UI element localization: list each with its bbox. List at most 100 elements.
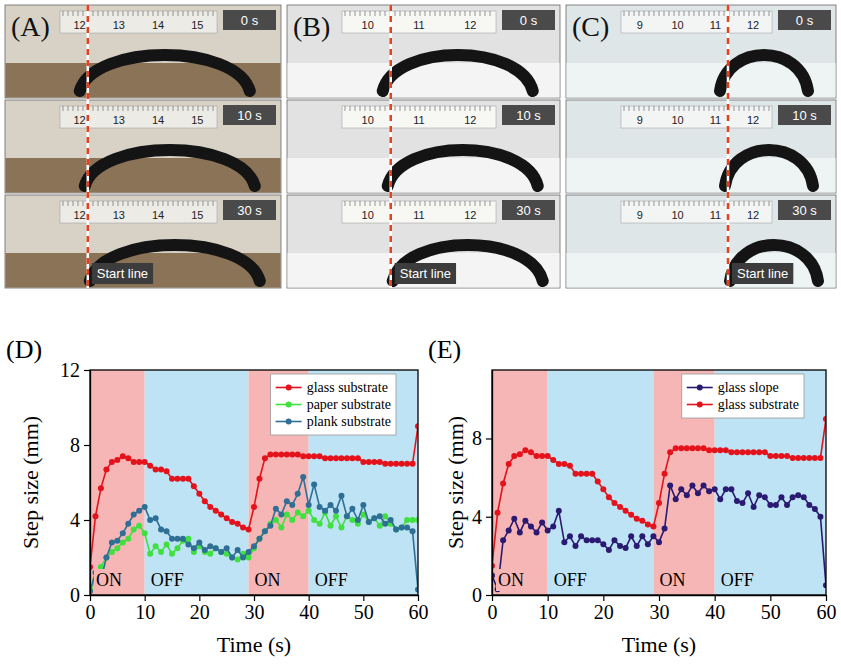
- data-point: [147, 463, 153, 469]
- data-point: [344, 455, 350, 461]
- ruler-tick: [709, 106, 710, 111]
- ruler-tick: [674, 106, 675, 111]
- data-point: [756, 492, 762, 498]
- data-point: [606, 494, 612, 500]
- ruler-tick: [93, 201, 94, 206]
- ruler-tick: [345, 201, 346, 206]
- data-point: [235, 521, 241, 527]
- ruler-tick: [694, 106, 695, 111]
- data-point: [98, 485, 104, 491]
- x-tick-mark: [770, 595, 771, 601]
- phase-band: [548, 370, 654, 595]
- robot: [80, 55, 250, 91]
- ruler-tick: [63, 201, 64, 206]
- data-point: [740, 449, 746, 455]
- data-point: [246, 526, 252, 532]
- ruler-tick: [450, 106, 451, 111]
- band-label: ON: [498, 570, 524, 590]
- data-point: [806, 455, 812, 461]
- ruler-tick: [470, 106, 471, 111]
- data-point: [371, 515, 377, 521]
- data-point: [267, 451, 273, 457]
- ruler-label: 15: [191, 114, 203, 126]
- data-point: [767, 453, 773, 459]
- data-point: [517, 529, 523, 535]
- data-point: [388, 517, 394, 523]
- data-point: [393, 461, 399, 467]
- x-tick-label: 30: [245, 601, 265, 623]
- data-point: [410, 528, 416, 534]
- x-tick: 60: [817, 595, 837, 623]
- ruler-tick: [98, 201, 99, 206]
- data-point: [801, 494, 807, 500]
- ruler-tick: [103, 106, 104, 111]
- ruler-tick: [153, 201, 154, 206]
- band-label-patch: [253, 569, 283, 591]
- data-point: [311, 481, 317, 487]
- ruler-tick: [624, 106, 625, 111]
- ruler-label: 14: [152, 19, 164, 31]
- data-point: [561, 461, 567, 467]
- time-label: 10 s: [516, 108, 541, 123]
- data-point: [295, 491, 301, 497]
- data-point: [410, 461, 416, 467]
- ruler-tick: [719, 11, 720, 16]
- data-point: [240, 525, 246, 531]
- ruler-tick: [709, 11, 710, 16]
- ruler-tick: [183, 201, 184, 206]
- ruler-tick: [649, 201, 650, 206]
- start-line-box: [395, 263, 456, 284]
- x-tick-label: 10: [538, 601, 558, 623]
- ruler-tick: [138, 11, 139, 16]
- data-point: [539, 453, 545, 459]
- data-point: [300, 513, 306, 519]
- legend-swatch-marker: [286, 385, 292, 391]
- x-tick-label: 40: [705, 601, 725, 623]
- ruler-tick: [405, 201, 406, 206]
- ruler-tick: [108, 201, 109, 206]
- data-point: [317, 453, 323, 459]
- ruler-tick: [754, 201, 755, 206]
- data-point: [164, 468, 170, 474]
- ruler-tick: [420, 11, 421, 16]
- series-line: [90, 511, 418, 590]
- ruler-tick: [370, 201, 371, 206]
- x-tick-mark: [603, 595, 604, 601]
- phase-band: [249, 370, 309, 595]
- data-point: [366, 459, 372, 465]
- data-point: [539, 520, 545, 526]
- ruler-label: 11: [413, 19, 424, 31]
- data-point: [158, 526, 164, 532]
- start-line-label: Start line: [400, 266, 451, 281]
- data-point: [262, 528, 268, 534]
- x-tick-mark: [715, 595, 716, 601]
- ruler-tick: [380, 11, 381, 16]
- x-tick: 30: [650, 595, 670, 623]
- data-point: [522, 447, 528, 453]
- time-label: 10 s: [237, 108, 262, 123]
- x-tick-mark: [548, 595, 549, 601]
- band-labels: ONOFFONOFF: [496, 569, 756, 591]
- ruler-tick: [455, 11, 456, 16]
- ruler-tick: [153, 11, 154, 16]
- data-point: [634, 543, 640, 549]
- ruler-tick: [103, 201, 104, 206]
- ruler-tick: [360, 106, 361, 111]
- data-point: [169, 551, 175, 557]
- ruler-tick: [168, 11, 169, 16]
- ruler-tick: [400, 106, 401, 111]
- ruler-tick: [405, 11, 406, 16]
- data-point: [191, 545, 197, 551]
- data-point: [185, 476, 191, 482]
- ruler-tick: [704, 106, 705, 111]
- band-label-patch: [657, 569, 687, 591]
- data-point: [678, 445, 684, 451]
- data-point: [371, 515, 377, 521]
- ruler-tick: [704, 11, 705, 16]
- ruler-tick: [133, 11, 134, 16]
- robot: [725, 150, 813, 186]
- data-point: [589, 537, 595, 543]
- data-point: [136, 459, 142, 465]
- data-point: [191, 483, 197, 489]
- y-tick-label: 4: [472, 506, 482, 528]
